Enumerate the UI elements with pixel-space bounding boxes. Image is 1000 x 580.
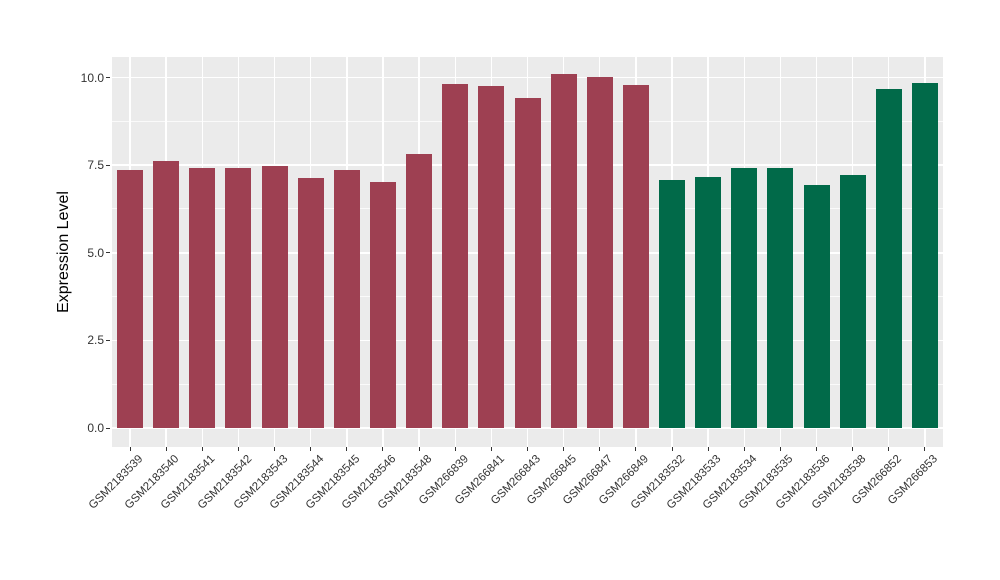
y-axis-tick — [106, 252, 110, 254]
x-axis-tick — [237, 447, 239, 451]
bar — [659, 180, 686, 428]
x-axis-tick — [816, 447, 818, 451]
y-tick-label: 5.0 — [87, 245, 104, 260]
y-tick-label: 7.5 — [87, 158, 104, 173]
y-axis-tick — [106, 427, 110, 429]
bar — [297, 178, 324, 428]
x-axis-tick — [274, 447, 276, 451]
x-axis-tick — [707, 447, 709, 451]
bar — [189, 167, 216, 428]
x-axis-tick — [454, 447, 456, 451]
bar — [803, 185, 830, 428]
bar — [225, 167, 252, 428]
x-axis-tick — [888, 447, 890, 451]
x-axis-tick — [129, 447, 131, 451]
x-axis-tick — [310, 447, 312, 451]
bar — [261, 166, 288, 428]
x-axis-tick — [635, 447, 637, 451]
x-axis-tick — [527, 447, 528, 451]
bar — [875, 88, 902, 428]
bar — [767, 167, 794, 428]
bar — [442, 83, 469, 428]
bar — [117, 170, 144, 428]
x-axis-tick — [490, 447, 492, 451]
bar — [586, 76, 613, 428]
x-axis-tick — [563, 447, 565, 451]
x-axis-tick — [852, 447, 854, 451]
bar — [839, 174, 866, 428]
plot-panel — [112, 57, 943, 447]
x-axis-tick — [418, 447, 420, 451]
y-tick-label: 0.0 — [87, 421, 104, 435]
x-axis-tick — [671, 447, 673, 451]
x-axis-tick — [779, 447, 781, 451]
bar — [153, 161, 180, 428]
x-axis-tick — [382, 447, 384, 451]
y-axis-tick — [106, 339, 110, 341]
y-axis-tick — [106, 164, 110, 166]
bar — [911, 83, 938, 428]
bar — [333, 169, 360, 428]
bar — [369, 182, 396, 428]
y-tick-label: 10.0 — [80, 70, 104, 85]
bar — [622, 84, 649, 428]
x-axis-tick — [201, 447, 203, 451]
bar — [406, 153, 433, 428]
x-axis-tick — [165, 447, 167, 451]
x-axis-tick — [599, 447, 601, 451]
bar — [695, 177, 722, 428]
bar — [514, 97, 541, 428]
x-axis-tick — [346, 447, 348, 451]
y-tick-label: 2.5 — [87, 333, 104, 348]
x-axis-tick — [924, 447, 926, 451]
x-axis-tick — [743, 447, 745, 451]
bar — [478, 85, 505, 428]
bar — [550, 74, 577, 428]
bar — [731, 167, 758, 428]
y-axis-tick — [106, 77, 110, 78]
